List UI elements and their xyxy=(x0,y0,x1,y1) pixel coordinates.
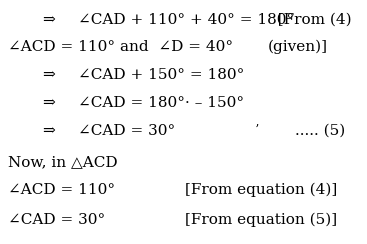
Text: [From equation (5)]: [From equation (5)] xyxy=(185,213,337,227)
Text: ⇒: ⇒ xyxy=(42,124,55,138)
Text: ∠CAD = 30°: ∠CAD = 30° xyxy=(8,213,105,227)
Text: ⇒: ⇒ xyxy=(42,68,55,82)
Text: ..... (5): ..... (5) xyxy=(295,124,345,138)
Text: ⇒: ⇒ xyxy=(42,96,55,110)
Text: ∠CAD = 30°: ∠CAD = 30° xyxy=(78,124,175,138)
Text: ∠CAD = 180°· – 150°: ∠CAD = 180°· – 150° xyxy=(78,96,244,110)
Text: ∠CAD + 150° = 180°: ∠CAD + 150° = 180° xyxy=(78,68,244,82)
Text: [From equation (4)]: [From equation (4)] xyxy=(185,183,337,197)
Text: ∠ACD = 110°: ∠ACD = 110° xyxy=(8,183,115,197)
Text: Now, in △ACD: Now, in △ACD xyxy=(8,155,118,169)
Text: ∠ACD = 110° and  ∠D = 40°: ∠ACD = 110° and ∠D = 40° xyxy=(8,40,233,54)
Text: ʼ: ʼ xyxy=(255,124,259,137)
Text: ⇒: ⇒ xyxy=(42,13,55,27)
Text: ∠CAD + 110° + 40° = 180°: ∠CAD + 110° + 40° = 180° xyxy=(78,13,294,27)
Text: [From (4): [From (4) xyxy=(268,13,352,27)
Text: (given)]: (given)] xyxy=(268,40,328,54)
